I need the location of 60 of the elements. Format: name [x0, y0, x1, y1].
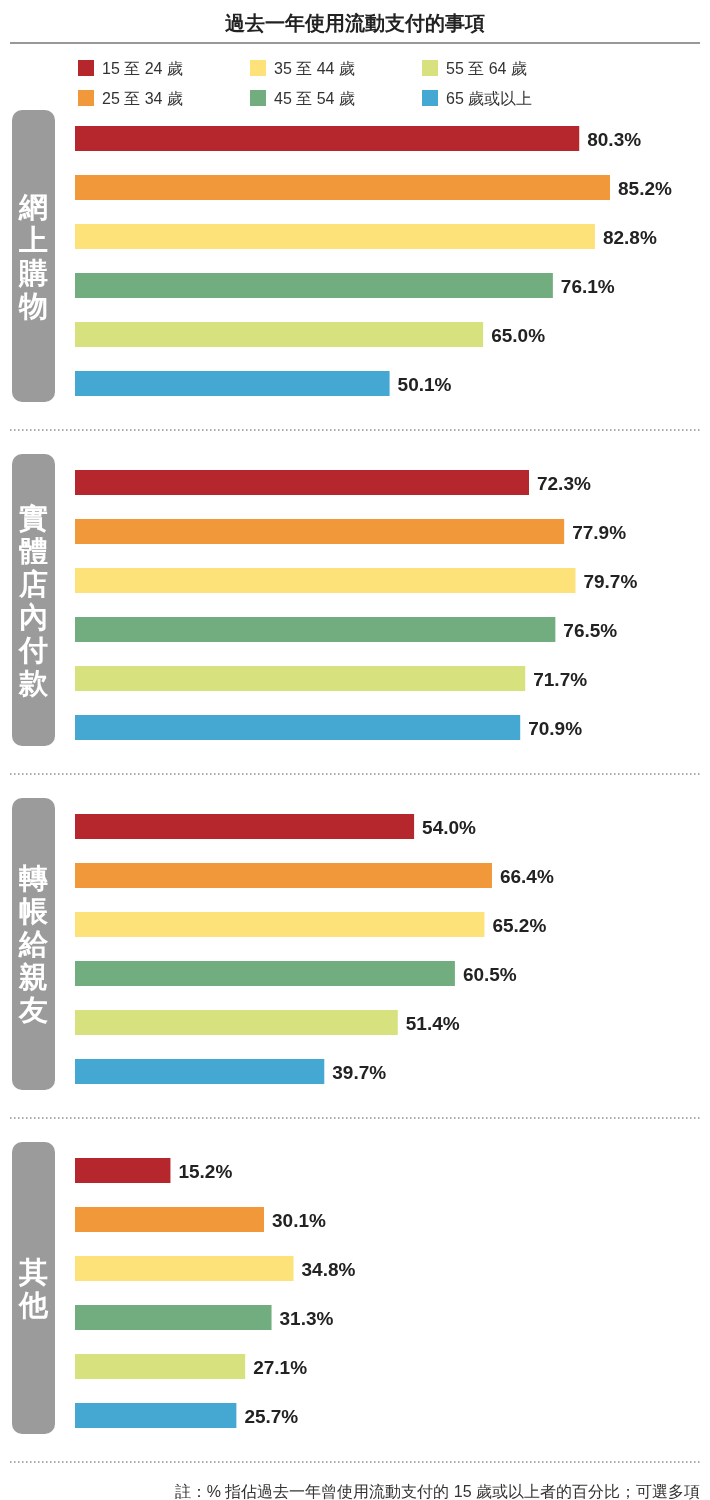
bar [75, 814, 415, 839]
bar [75, 863, 492, 888]
bar [75, 1354, 246, 1379]
y-tick-label: 網上購物 [18, 190, 48, 322]
y-tick-label: 其他 [18, 1255, 49, 1321]
data-label: 85.2% [618, 177, 672, 199]
y-tick-label: 實體店內付款 [17, 501, 49, 699]
bar [75, 175, 610, 200]
data-label: 79.7% [583, 570, 638, 592]
bar [75, 224, 595, 249]
data-label: 65.2% [492, 914, 547, 936]
bar [75, 1305, 272, 1330]
data-label: 66.4% [499, 865, 554, 887]
data-label: 31.3% [279, 1307, 334, 1329]
data-label: 39.7% [332, 1061, 387, 1083]
bar [75, 568, 576, 593]
bar [75, 273, 553, 298]
bar [75, 519, 565, 544]
data-label: 60.5% [462, 963, 517, 985]
y-tick-label: 轉帳給親友 [18, 862, 49, 1026]
data-label: 72.3% [537, 472, 591, 494]
data-label: 27.1% [253, 1356, 308, 1378]
legend-label: 15 至 24 歲 [102, 60, 183, 77]
bar [75, 470, 529, 495]
data-label: 76.1% [560, 275, 615, 297]
legend-label: 35 至 44 歲 [274, 60, 355, 77]
legend-label: 55 至 64 歲 [446, 60, 527, 77]
bar [75, 1158, 171, 1183]
bar [75, 961, 455, 986]
legend-label: 45 至 54 歲 [274, 90, 355, 107]
bar [75, 1403, 237, 1428]
legend-label: 25 至 34 歲 [102, 90, 183, 107]
bar [75, 126, 580, 151]
bar [75, 912, 485, 937]
data-label: 30.1% [272, 1209, 326, 1231]
data-label: 71.7% [533, 668, 588, 690]
data-label: 50.1% [397, 373, 452, 395]
bar [75, 1256, 294, 1281]
chart-title: 過去一年使用流動支付的事項 [224, 12, 485, 34]
data-label: 25.7% [244, 1405, 299, 1427]
data-label: 34.8% [301, 1258, 356, 1280]
bar [75, 1010, 398, 1035]
bar [75, 617, 556, 642]
bar [75, 715, 521, 740]
text: 註：% 指佔過去一年曾使用流動支付的 15 歲或以上者的百分比；可選多項 [174, 1483, 700, 1500]
data-label: 82.8% [602, 226, 657, 248]
bar [75, 371, 390, 396]
bar [75, 1059, 325, 1084]
legend-label: 65 歲或以上 [446, 90, 533, 107]
bar [75, 666, 526, 691]
data-label: 70.9% [528, 717, 583, 739]
data-label: 77.9% [572, 521, 627, 543]
data-label: 15.2% [178, 1160, 233, 1182]
data-label: 65.0% [491, 324, 546, 346]
data-label: 76.5% [563, 619, 618, 641]
data-label: 80.3% [587, 128, 642, 150]
bar [75, 322, 484, 347]
bar [75, 1207, 265, 1232]
data-label: 54.0% [422, 816, 477, 838]
data-label: 51.4% [405, 1012, 460, 1034]
